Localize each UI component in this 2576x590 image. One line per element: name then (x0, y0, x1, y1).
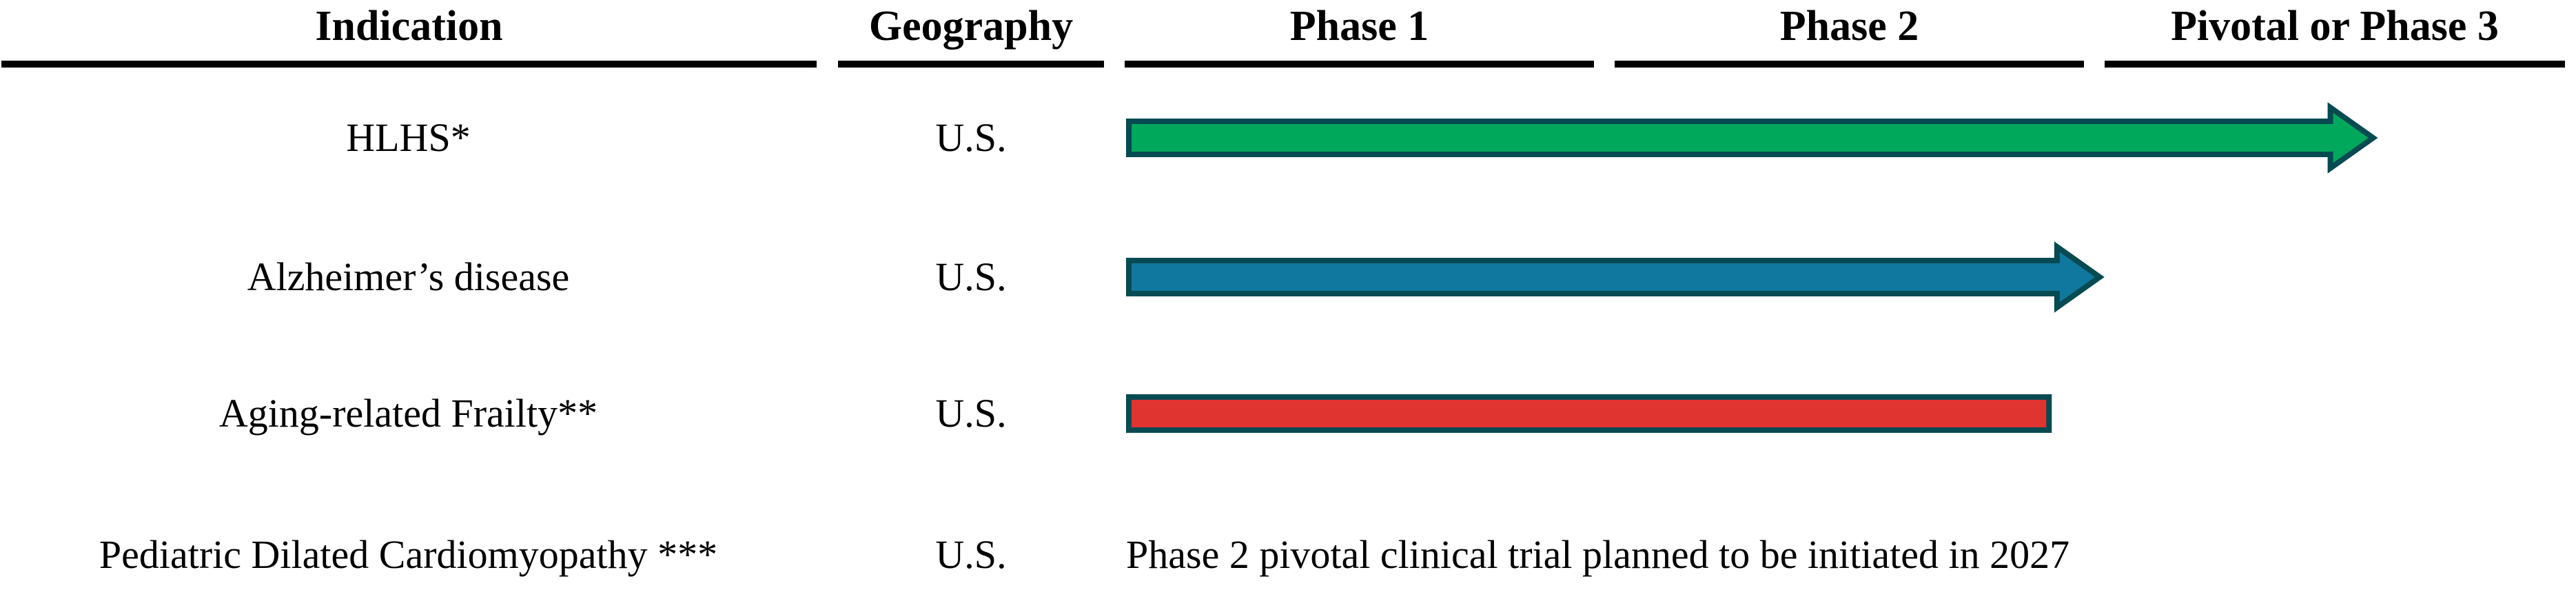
pipeline-note: Phase 2 pivotal clinical trial planned t… (1126, 532, 2070, 577)
indication-label: Pediatric Dilated Cardiomyopathy *** (99, 532, 718, 577)
column-header-phase2: Phase 2 (1779, 3, 1919, 50)
header-underline-phase2 (1615, 61, 2084, 68)
pipeline-bar (1126, 241, 2105, 313)
column-header-geography: Geography (868, 3, 1074, 50)
column-header-phase1: Phase 1 (1289, 3, 1429, 50)
column-header-pivotal-phase3: Pivotal or Phase 3 (2171, 3, 2499, 50)
pipeline-bar (1126, 102, 2378, 174)
geography-label: U.S. (935, 391, 1007, 436)
geography-label: U.S. (935, 532, 1007, 577)
header-underline-geography (838, 61, 1104, 68)
indication-label: Aging-related Frailty** (218, 391, 598, 436)
pipeline-bar (1126, 394, 2052, 433)
geography-label: U.S. (935, 115, 1007, 160)
indication-label: HLHS* (346, 115, 471, 160)
geography-label: U.S. (935, 254, 1007, 299)
header-underline-pivotal-phase3 (2105, 61, 2565, 68)
indication-label: Alzheimer’s disease (247, 254, 570, 299)
header-underline-indication (1, 61, 817, 68)
header-underline-phase1 (1125, 61, 1594, 68)
column-header-indication: Indication (315, 3, 503, 50)
